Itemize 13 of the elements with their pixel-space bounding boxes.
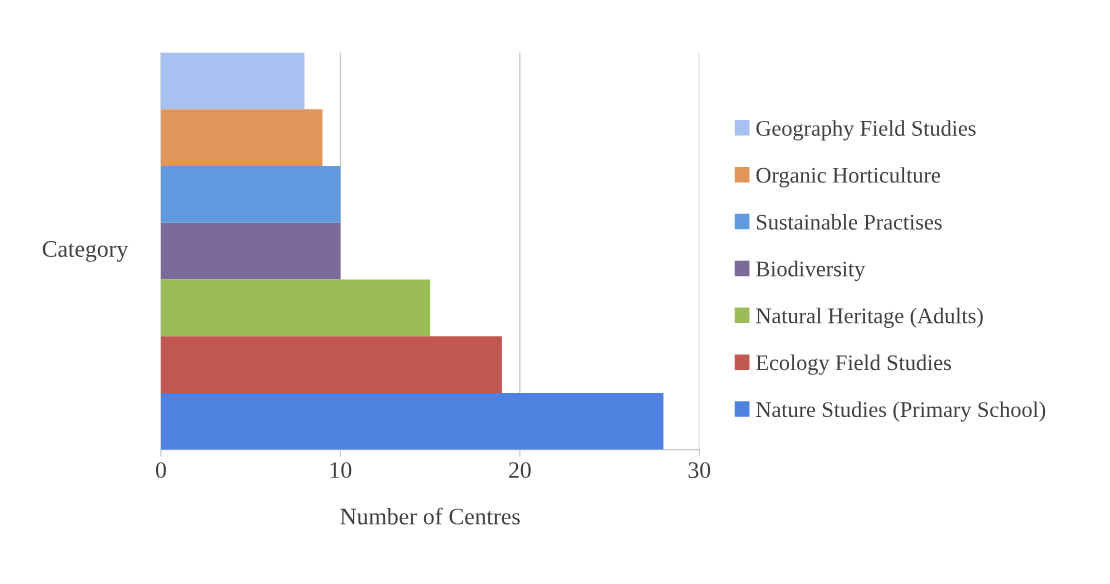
x-tick-label: 0 — [155, 462, 166, 479]
legend-label: Ecology Field Studies — [756, 354, 951, 375]
x-tick-label: 30 — [688, 462, 711, 479]
y-axis-title: Category — [42, 241, 129, 262]
legend-label: Organic Horticulture — [756, 167, 941, 188]
x-tick-label: 20 — [509, 462, 531, 479]
legend-label: Biodiversity — [756, 260, 866, 282]
legend-label: Natural Heritage (Adults) — [756, 307, 983, 328]
x-tick-label: 10 — [330, 462, 352, 479]
legend-label: Sustainable Practises — [756, 214, 942, 230]
legend-label: Geography Field Studies — [756, 120, 976, 141]
x-axis-title: Number of Centres — [340, 507, 520, 525]
legend-label: Nature Studies (Primary School) — [756, 401, 1046, 422]
